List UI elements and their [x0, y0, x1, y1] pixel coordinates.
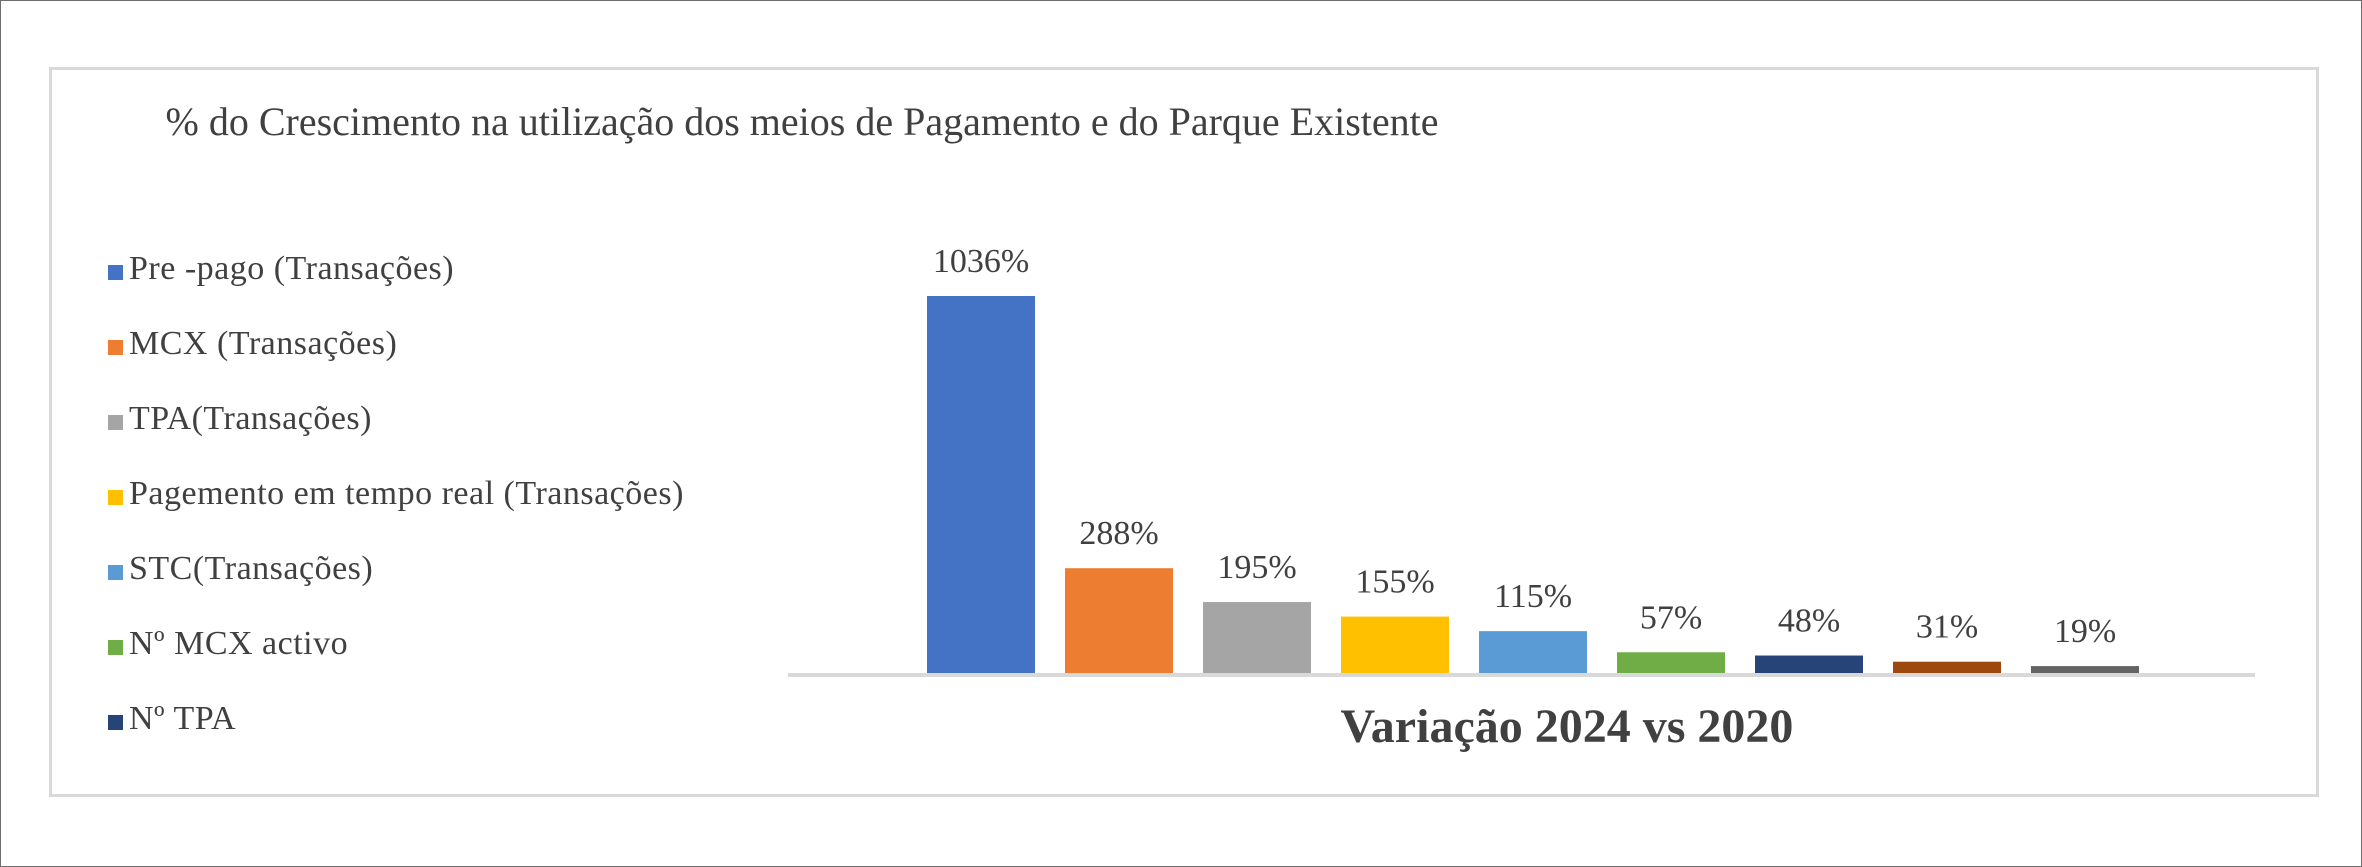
legend-item: STC(Transações) — [108, 531, 684, 606]
legend-swatch-icon — [108, 715, 123, 730]
bar — [927, 296, 1035, 673]
chart-area: % do Crescimento na utilização dos meios… — [49, 67, 2319, 797]
legend-swatch-icon — [108, 415, 123, 430]
chart-title: % do Crescimento na utilização dos meios… — [165, 99, 1439, 144]
data-label: 57% — [1640, 599, 1702, 636]
data-label: 155% — [1355, 564, 1434, 601]
bar — [1755, 655, 1863, 673]
data-label: 31% — [1916, 609, 1978, 646]
legend-swatch-icon — [108, 265, 123, 280]
legend-label: MCX (Transações) — [129, 324, 398, 362]
bar-plot: 1036% 288% 195% 155% 115% 57% 48% 31% 19% — [788, 243, 2255, 677]
legend-item: MCX (Transações) — [108, 306, 684, 381]
bar — [1341, 616, 1449, 673]
legend-item: TPA(Transações) — [108, 381, 684, 456]
bar — [2031, 666, 2139, 673]
bar — [1065, 568, 1173, 673]
data-label: 48% — [1778, 603, 1840, 640]
legend: Pre -pago (Transações) MCX (Transações) … — [108, 231, 684, 756]
bar — [1893, 661, 2001, 673]
bar — [1617, 652, 1725, 673]
legend-item: Pagemento em tempo real (Transações) — [108, 456, 684, 531]
data-label: 115% — [1494, 578, 1572, 615]
data-label: 195% — [1217, 549, 1296, 586]
x-axis-title: Variação 2024 vs 2020 — [1340, 700, 1794, 753]
legend-label: Nº TPA — [129, 699, 237, 737]
legend-label: Pagemento em tempo real (Transações) — [129, 474, 684, 512]
bar — [1203, 602, 1311, 673]
legend-item: Nº TPA — [108, 681, 684, 756]
legend-item: Pre -pago (Transações) — [108, 231, 684, 306]
data-label: 288% — [1079, 515, 1158, 552]
legend-label: TPA(Transações) — [129, 399, 372, 437]
legend-label: Pre -pago (Transações) — [129, 249, 455, 287]
legend-label: STC(Transações) — [129, 549, 374, 587]
legend-swatch-icon — [108, 640, 123, 655]
legend-item: Nº MCX activo — [108, 606, 684, 681]
legend-swatch-icon — [108, 490, 123, 505]
legend-label: Nº MCX activo — [129, 624, 349, 662]
legend-swatch-icon — [108, 565, 123, 580]
bar — [1479, 631, 1587, 673]
data-label: 1036% — [933, 243, 1029, 280]
data-label: 19% — [2054, 613, 2116, 650]
legend-swatch-icon — [108, 340, 123, 355]
